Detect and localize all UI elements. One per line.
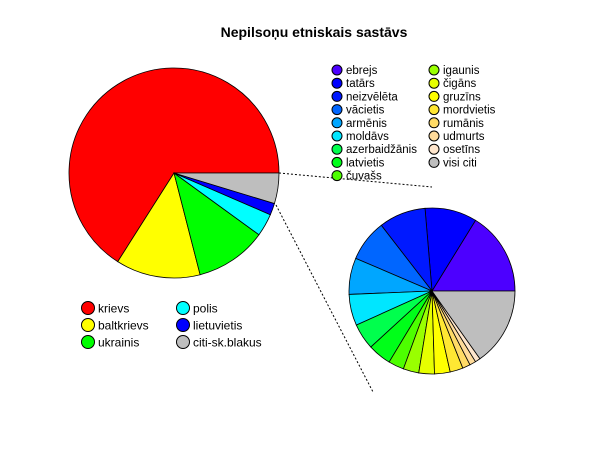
legend-swatch — [331, 130, 343, 142]
legend-item-lietuvietis: lietuvietis — [176, 318, 242, 333]
legend-label: igaunis — [443, 65, 480, 77]
legend-item-ukrainis: ukrainis — [81, 335, 139, 350]
legend-swatch — [81, 318, 95, 332]
legend-swatch — [428, 130, 440, 142]
legend-swatch — [176, 318, 190, 332]
connector-line-top — [278, 172, 433, 188]
legend-label: polis — [193, 302, 218, 316]
legend-item-citi-sk-blakus: citi-sk.blakus — [176, 335, 262, 350]
legend-item-armenis: armēnis — [331, 117, 387, 130]
legend-item-azerbaidzanis: azerbaidžānis — [331, 143, 417, 156]
legend-label: baltkrievs — [98, 319, 149, 333]
legend-label: moldāvs — [346, 131, 389, 143]
legend-label: neizvēlēta — [346, 91, 398, 103]
legend-item-baltkrievs: baltkrievs — [81, 318, 149, 333]
legend-item-neizveleta: neizvēlēta — [331, 90, 398, 103]
legend-label: vācietis — [346, 105, 385, 117]
legend-swatch — [331, 117, 343, 129]
legend-item-moldavs: moldāvs — [331, 130, 389, 143]
legend-item-osetins: osetīns — [428, 143, 480, 156]
legend-item-polis: polis — [176, 301, 218, 316]
legend-swatch — [428, 77, 440, 89]
legend-label: latvietis — [346, 157, 385, 169]
legend-label: mordvietis — [443, 105, 496, 117]
legend-swatch — [428, 90, 440, 102]
legend-swatch — [331, 90, 343, 102]
detail-slice-visi-citi — [431, 290, 516, 360]
legend-swatch — [331, 156, 343, 168]
legend-item-cuvass: čuvašs — [331, 170, 382, 183]
legend-label: ebrejs — [346, 65, 378, 77]
legend-label: gruzīns — [443, 91, 481, 103]
legend-label: armēnis — [346, 118, 387, 130]
legend-label: rumānis — [443, 118, 484, 130]
legend-item-vacietis: vācietis — [331, 104, 385, 117]
legend-item-ebrejs: ebrejs — [331, 64, 378, 77]
legend-swatch — [176, 335, 190, 349]
legend-swatch — [331, 104, 343, 116]
legend-swatch — [428, 117, 440, 129]
legend-swatch — [176, 301, 190, 315]
legend-swatch — [428, 156, 440, 168]
legend-label: visi citi — [443, 157, 477, 169]
legend-item-latvietis: latvietis — [331, 156, 385, 169]
detail-pie — [348, 207, 516, 375]
chart-title: Nepilsoņu etniskais sastāvs — [221, 24, 408, 40]
legend-swatch — [428, 143, 440, 155]
legend-swatch — [331, 170, 343, 182]
detail-slice-ebrejs — [431, 219, 516, 292]
legend-label: udmurts — [443, 131, 485, 143]
legend-label: čuvašs — [346, 171, 382, 183]
legend-label: osetīns — [443, 144, 480, 156]
legend-label: lietuvietis — [193, 319, 242, 333]
legend-item-tatars: tatārs — [331, 77, 375, 90]
legend-swatch — [81, 335, 95, 349]
legend-swatch — [428, 64, 440, 76]
legend-label: ukrainis — [98, 336, 139, 350]
legend-item-cigans: čigāns — [428, 77, 476, 90]
legend-item-gruzins: gruzīns — [428, 90, 481, 103]
legend-item-mordvietis: mordvietis — [428, 104, 496, 117]
main-pie — [68, 67, 280, 279]
main-slice-baltkrievs — [117, 172, 201, 279]
legend-item-krievs: krievs — [81, 301, 129, 316]
main-slice-krievs — [68, 67, 280, 263]
legend-label: citi-sk.blakus — [193, 336, 262, 350]
legend-item-udmurts: udmurts — [428, 130, 485, 143]
legend-swatch — [81, 301, 95, 315]
main-pie-legend: krievs baltkrievs ukrainis polis lietuvietis… — [81, 301, 262, 350]
legend-label: čigāns — [443, 78, 476, 90]
legend-swatch — [331, 64, 343, 76]
legend-label: azerbaidžānis — [346, 144, 417, 156]
connector-line-bottom — [275, 204, 374, 393]
explode-connectors — [275, 172, 433, 393]
legend-swatch — [331, 77, 343, 89]
legend-item-rumanis: rumānis — [428, 117, 484, 130]
legend-label: krievs — [98, 302, 129, 316]
legend-swatch — [331, 143, 343, 155]
main-slice-ukrainis — [173, 172, 260, 276]
legend-item-igaunis: igaunis — [428, 64, 480, 77]
legend-item-visi-citi: visi citi — [428, 156, 477, 169]
legend-label: tatārs — [346, 78, 375, 90]
legend-swatch — [428, 104, 440, 116]
